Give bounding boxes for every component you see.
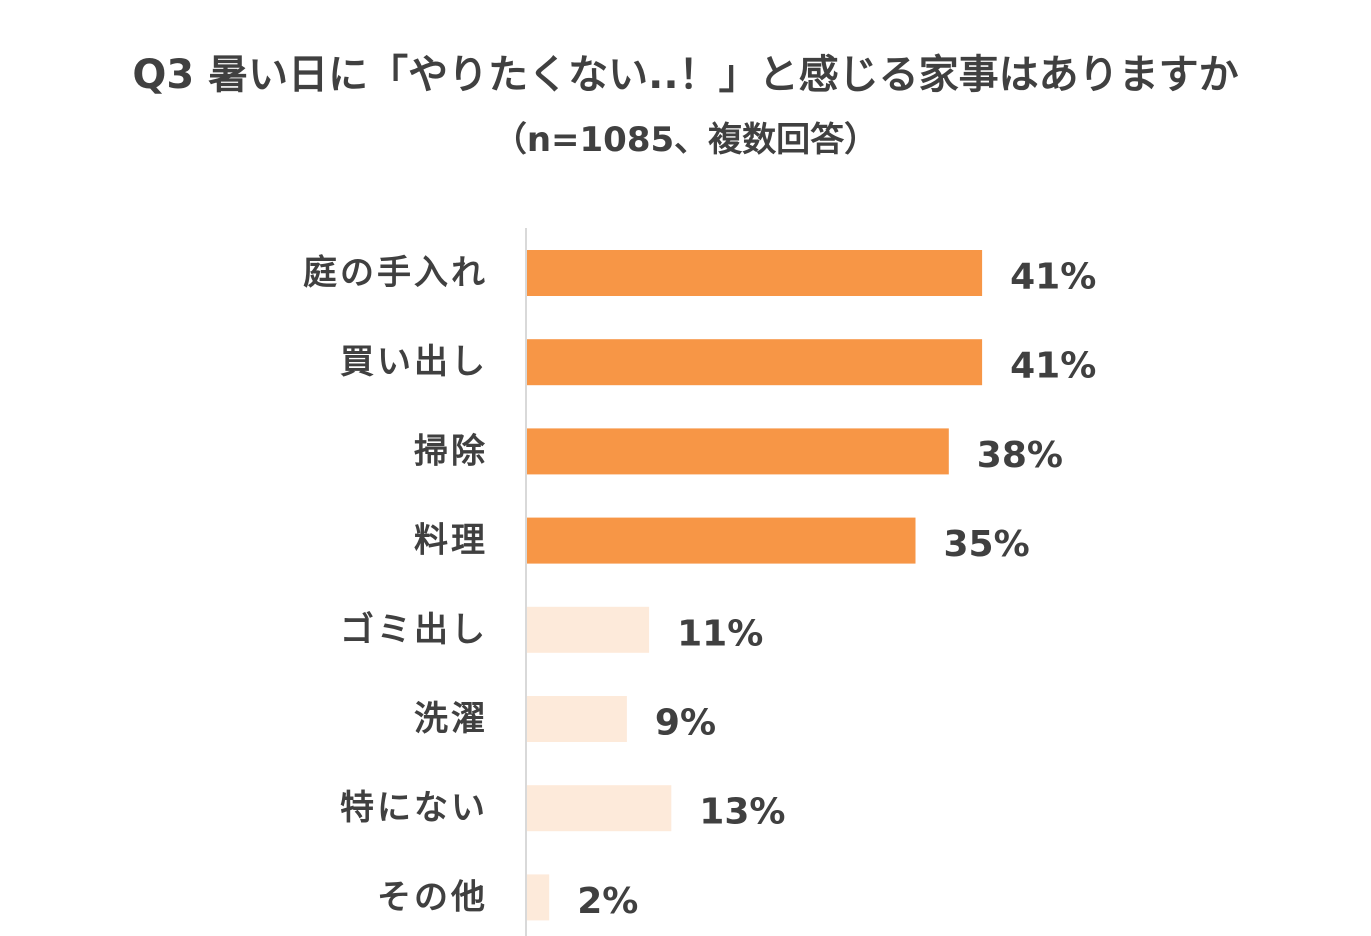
chart-title: Q3 暑い日に「やりたくない..！」と感じる家事はありますか	[132, 52, 1239, 98]
value-label: 38%	[977, 435, 1063, 476]
value-label: 11%	[677, 613, 763, 654]
bar-5	[527, 696, 627, 742]
value-label: 9%	[655, 703, 716, 744]
category-label: その他	[377, 877, 488, 917]
bar-6	[527, 785, 672, 832]
category-label: ゴミ出し	[340, 610, 488, 650]
value-label: 41%	[1010, 346, 1096, 387]
category-label: 掃除	[414, 431, 488, 471]
value-label: 35%	[944, 524, 1030, 565]
category-label: 庭の手入れ	[303, 253, 488, 293]
value-label: 41%	[1010, 257, 1096, 298]
labels-group: 庭の手入れ 41% 買い出し 41% 掃除 38% 料理 35% ゴミ出し 11% 洗濯 9% 特にない…	[303, 253, 1096, 922]
bar-3	[527, 517, 916, 564]
category-label: 料理	[414, 521, 488, 561]
category-label: 特にない	[340, 788, 488, 828]
category-label: 買い出し	[340, 342, 488, 382]
category-label: 洗濯	[414, 699, 488, 739]
bar-1	[527, 339, 983, 386]
bar-7	[527, 874, 550, 921]
bar-4	[527, 606, 650, 653]
bar-2	[527, 428, 949, 475]
bars-group	[527, 250, 983, 921]
bar-0	[527, 250, 983, 296]
value-label: 2%	[577, 881, 638, 922]
chart-subtitle: （n=1085、複数回答）	[492, 120, 879, 160]
value-label: 13%	[699, 792, 785, 833]
